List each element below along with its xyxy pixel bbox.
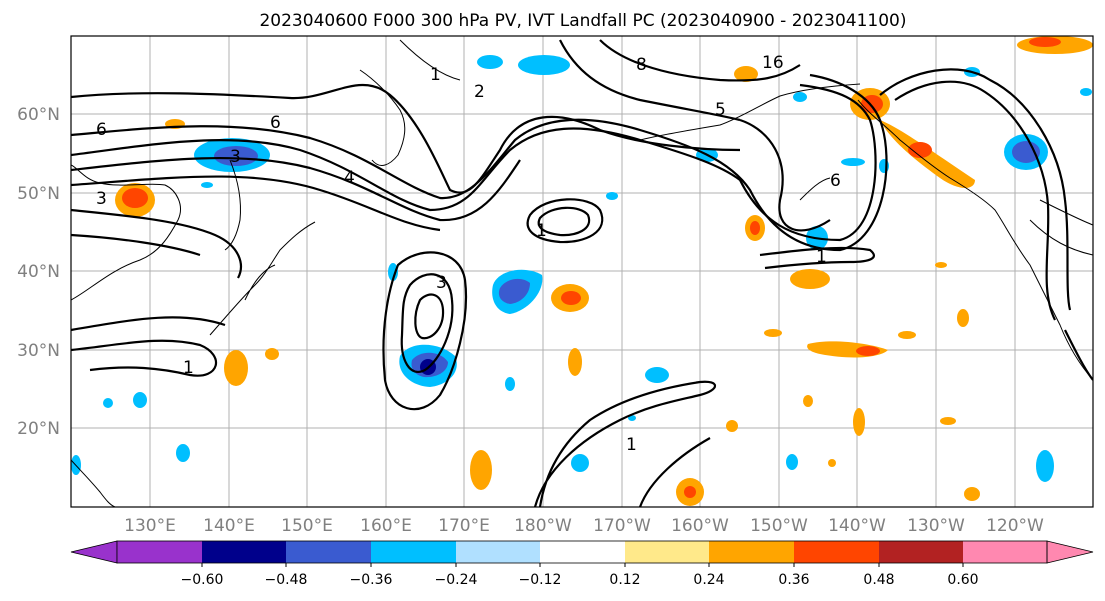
colorbar-tick-label: 0.48 [863, 572, 894, 588]
contour-label: 4 [344, 168, 355, 188]
colorbar-segment [117, 541, 202, 563]
colorbar-tick-label: −0.36 [350, 572, 393, 588]
map-content: 1 2 3 6 6 4 3 3 1 1 1 6 5 8 16 1 [71, 36, 1093, 507]
colorbar-tick-label: 0.36 [778, 572, 809, 588]
figure-title: 2023040600 F000 300 hPa PV, IVT Landfall… [259, 11, 906, 31]
lat-label: 20°N [17, 419, 60, 439]
lat-label: 60°N [17, 105, 60, 125]
colorbar-min-extend [70, 540, 118, 564]
contour-label: 1 [536, 221, 547, 241]
lon-label: 170°W [593, 516, 651, 536]
colorbar-segment [709, 541, 794, 563]
colorbar-segment [371, 541, 456, 563]
contour-label: 8 [636, 55, 647, 75]
colorbar-segment [879, 541, 963, 563]
contour-label: 16 [762, 53, 784, 73]
ivt-shading [71, 36, 1093, 506]
lon-label: 180°W [514, 516, 572, 536]
contour-label: 1 [183, 358, 194, 378]
contour-label: 3 [96, 189, 107, 209]
contour-label: 3 [436, 273, 447, 293]
contour-label: 6 [270, 113, 281, 133]
lon-label: 120°W [986, 516, 1044, 536]
latitude-labels: 60°N 50°N 40°N 30°N 20°N [17, 105, 60, 439]
colorbar-outline [116, 540, 1048, 564]
lon-label: 150°W [750, 516, 808, 536]
colorbar-segment [202, 541, 286, 563]
contour-label: 1 [816, 247, 827, 267]
graticule [71, 36, 1093, 507]
colorbar-segment [540, 541, 625, 563]
contour-label: 5 [715, 100, 726, 120]
contour-label: 1 [626, 435, 637, 455]
colorbar-segment [456, 541, 540, 563]
colorbar-tick-label: 0.12 [609, 572, 640, 588]
contour-label: 3 [230, 147, 241, 167]
lon-label: 140°W [828, 516, 886, 536]
contour-labels: 1 2 3 6 6 4 3 3 1 1 1 6 5 8 16 1 [96, 53, 841, 455]
colorbar-tick-label: 0.60 [947, 572, 978, 588]
colorbar-tick-label: −0.60 [181, 572, 224, 588]
contour-label: 6 [830, 171, 841, 191]
colorbar-segment [963, 541, 1047, 563]
lon-label: 130°W [907, 516, 965, 536]
colorbar-tick-label: −0.12 [519, 572, 562, 588]
contour-label: 6 [96, 120, 107, 140]
pv-contours [71, 39, 1093, 507]
lat-label: 50°N [17, 184, 60, 204]
lat-label: 30°N [17, 341, 60, 361]
colorbar-tick-label: −0.48 [265, 572, 308, 588]
map-frame [70, 35, 1094, 508]
colorbar-segment [286, 541, 371, 563]
lon-label: 170°E [438, 516, 490, 536]
longitude-labels: 130°E 140°E 150°E 160°E 170°E 180°W 170°… [124, 516, 1044, 536]
colorbar-segment [625, 541, 709, 563]
contour-label: 2 [474, 82, 485, 102]
lon-label: 160°E [360, 516, 412, 536]
lon-label: 140°E [203, 516, 255, 536]
colorbar-tick-label: 0.24 [693, 572, 724, 588]
colorbar: −0.60 −0.48 −0.36 −0.24 −0.12 0.12 0.24 … [70, 540, 1094, 588]
colorbar-tick-label: −0.24 [435, 572, 478, 588]
lon-label: 130°E [124, 516, 176, 536]
colorbar-segment [794, 541, 879, 563]
colorbar-max-extend [1046, 540, 1094, 564]
lat-label: 40°N [17, 262, 60, 282]
lon-label: 160°W [671, 516, 729, 536]
contour-label: 1 [430, 65, 441, 85]
lon-label: 150°E [281, 516, 333, 536]
